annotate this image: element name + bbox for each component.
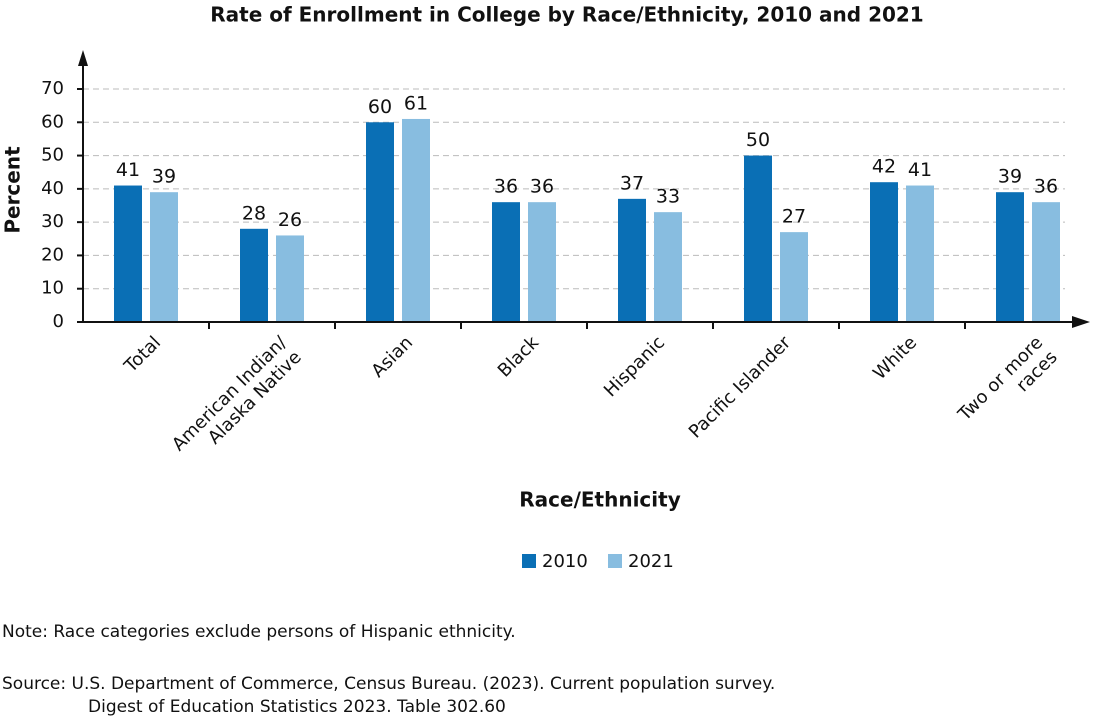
bar	[402, 118, 430, 322]
y-tick-label: 20	[41, 244, 64, 265]
bar	[996, 192, 1024, 322]
legend-label: 2010	[542, 551, 588, 572]
source: Source: U.S. Department of Commerce, Cen…	[2, 674, 775, 694]
chart-title: Rate of Enrollment in College by Race/Et…	[210, 3, 923, 27]
value-label: 36	[494, 176, 518, 198]
y-tick-label: 0	[53, 311, 64, 332]
value-label: 41	[116, 159, 140, 181]
bar	[528, 202, 556, 322]
value-label: 28	[242, 202, 266, 224]
x-tick-label-line: Asian	[367, 332, 417, 382]
y-tick-label: 40	[41, 178, 64, 199]
y-axis-arrow	[78, 50, 88, 66]
note: Note: Race categories exclude persons of…	[2, 622, 516, 642]
value-label: 50	[746, 129, 770, 151]
value-label: 37	[620, 172, 644, 194]
value-label: 60	[368, 96, 392, 118]
x-tick-label-line: Total	[120, 332, 165, 377]
x-tick-label: Black	[494, 332, 544, 382]
value-label: 39	[998, 166, 1022, 188]
x-tick-label: Two or moreraces	[954, 332, 1062, 440]
legend-swatch	[608, 554, 622, 568]
value-label: 61	[404, 92, 428, 114]
source: Digest of Education Statistics 2023. Tab…	[88, 697, 506, 717]
x-tick-label-line: Hispanic	[600, 332, 669, 401]
x-axis-arrow	[1072, 316, 1090, 328]
x-tick-label: American Indian/Alaska Native	[168, 332, 306, 470]
legend-swatch	[522, 554, 536, 568]
bar	[492, 202, 520, 322]
x-axis-label: Race/Ethnicity	[519, 488, 680, 512]
y-tick-label: 30	[41, 211, 64, 232]
value-label: 42	[872, 156, 896, 178]
y-axis-label: Percent	[1, 146, 25, 234]
value-label: 36	[530, 176, 554, 198]
bar	[906, 185, 934, 322]
bar	[114, 185, 142, 322]
bar	[780, 232, 808, 322]
value-label: 36	[1034, 176, 1058, 198]
x-tick-label-line: White	[869, 332, 921, 384]
bar	[366, 122, 394, 323]
y-tick-label: 60	[41, 111, 64, 132]
bar	[240, 228, 268, 322]
value-label: 33	[656, 186, 680, 208]
bar	[276, 235, 304, 322]
x-tick-label: Pacific Islander	[685, 332, 796, 443]
y-tick-label: 70	[41, 78, 64, 99]
x-tick-label: Hispanic	[600, 332, 669, 401]
bar	[1032, 202, 1060, 322]
bar	[150, 192, 178, 322]
legend-label: 2021	[628, 551, 674, 572]
bar	[654, 212, 682, 322]
value-label: 26	[278, 209, 302, 231]
value-label: 39	[152, 166, 176, 188]
x-tick-label: White	[869, 332, 921, 384]
value-label: 27	[782, 206, 806, 228]
x-tick-label: Asian	[367, 332, 417, 382]
value-label: 41	[908, 159, 932, 181]
x-tick-label-line: Pacific Islander	[685, 332, 796, 443]
y-tick-label: 10	[41, 278, 64, 299]
x-tick-label-line: Black	[494, 332, 544, 382]
y-tick-label: 50	[41, 145, 64, 166]
bar	[870, 182, 898, 322]
x-tick-label: Total	[120, 332, 165, 377]
bar	[744, 155, 772, 322]
bar	[618, 198, 646, 322]
